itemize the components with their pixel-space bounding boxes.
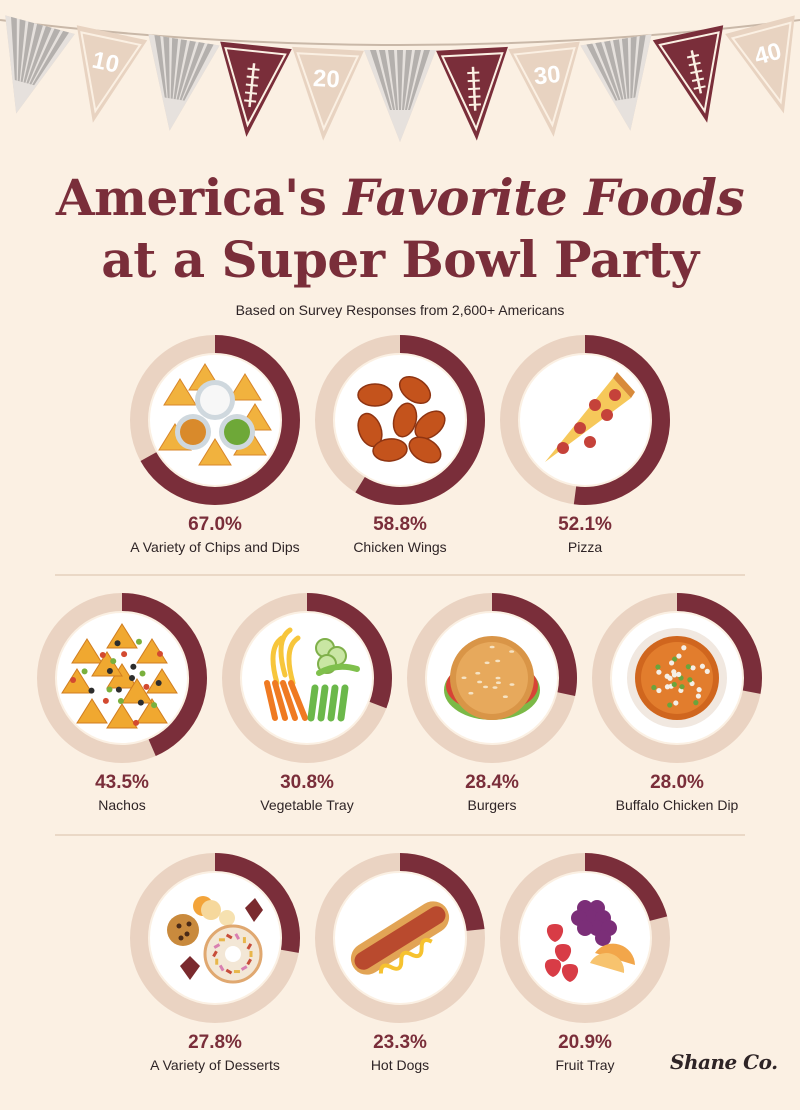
data-label-percent: 27.8% [188, 1032, 242, 1053]
chart-item-label: 20.9% Fruit Tray [485, 1032, 685, 1073]
row-divider [55, 834, 745, 836]
category-label: Nachos [98, 797, 146, 813]
data-label-percent: 20.9% [558, 1032, 612, 1053]
pennant-flag: 40 [725, 15, 795, 114]
page-title-line2: at a Super Bowl Party [101, 230, 699, 289]
pennant-flag: 10 [76, 25, 148, 123]
donut-value-arc [355, 335, 485, 505]
pennant-flag [220, 41, 292, 137]
buffalo-dip-icon [627, 628, 727, 728]
row-divider [55, 574, 745, 576]
yard-label: 10 [90, 47, 122, 79]
yard-label: 20 [312, 65, 340, 93]
chart-item-label: 28.4% Burgers [392, 772, 592, 813]
burger-icon [444, 636, 540, 720]
donut-value-arc [306, 593, 392, 709]
hot-dog-icon [350, 901, 450, 975]
donut-value-arc [214, 853, 300, 953]
pennant-flag [652, 25, 724, 123]
chart-item-label: 30.8% Vegetable Tray [207, 772, 407, 813]
pennant-flag [5, 15, 75, 114]
category-label: A Variety of Desserts [150, 1057, 280, 1073]
category-label: Buffalo Chicken Dip [615, 797, 739, 813]
donut-chart [500, 853, 670, 1023]
category-label: Burgers [467, 797, 517, 813]
donut-chart [130, 335, 300, 505]
chips-and-dips-icon [158, 363, 272, 466]
donut-value-arc [584, 853, 668, 922]
desserts-icon [167, 896, 263, 984]
donut-chart [130, 853, 300, 1023]
data-label-percent: 52.1% [558, 514, 612, 535]
data-label-percent: 67.0% [188, 514, 242, 535]
chart-item-label: 67.0% A Variety of Chips and Dips [115, 514, 315, 555]
category-label: Vegetable Tray [260, 797, 354, 813]
chart-item-label: 23.3% Hot Dogs [300, 1032, 500, 1073]
chicken-wings-icon [357, 375, 446, 464]
vegetable-tray-icon [264, 627, 360, 722]
pennant-flag [148, 34, 220, 131]
plate [242, 613, 372, 743]
data-label-percent: 23.3% [373, 1032, 427, 1053]
category-label: A Variety of Chips and Dips [130, 539, 300, 555]
yard-label: 30 [532, 61, 561, 91]
donut-value-arc [573, 335, 670, 505]
category-label: Fruit Tray [555, 1057, 615, 1073]
donut-chart [315, 335, 485, 505]
pennant-flag [364, 50, 436, 142]
donut-chart [222, 593, 392, 763]
page-title-line1: America's Favorite Foods [0, 168, 800, 227]
title-italic: Favorite Foods [343, 168, 745, 227]
donut-chart [592, 593, 762, 763]
chart-item-label: 28.0% Buffalo Chicken Dip [577, 772, 777, 813]
category-label: Pizza [567, 539, 603, 555]
data-label-percent: 30.8% [280, 772, 334, 793]
data-label-percent: 28.0% [650, 772, 704, 793]
fruit-tray-icon [544, 900, 635, 982]
donut-value-arc [140, 335, 300, 505]
plate [520, 873, 650, 1003]
shane-co-logo: Shane Co. [670, 1050, 778, 1074]
category-label: Hot Dogs [370, 1057, 430, 1073]
data-label-percent: 58.8% [373, 514, 427, 535]
pennant-flag [580, 34, 652, 131]
donut-value-arc [676, 593, 762, 694]
donut-value-arc [491, 593, 577, 697]
pennant-flag: 20 [292, 46, 364, 141]
donut-chart [37, 593, 207, 763]
category-label: Chicken Wings [353, 539, 447, 555]
chart-item-label: 52.1% Pizza [485, 514, 685, 555]
donut-chart [407, 593, 577, 763]
title-part1: America's [55, 168, 344, 227]
pennant-flag [436, 46, 508, 141]
donut-value-arc [121, 593, 207, 757]
data-label-percent: 28.4% [465, 772, 519, 793]
data-label-percent: 43.5% [95, 772, 149, 793]
pennant-banner: 10 20 30 40 [0, 15, 800, 142]
donut-chart [500, 335, 670, 505]
nachos-icon [61, 623, 178, 729]
pennant-flag: 30 [508, 41, 580, 137]
chart-item-label: 43.5% Nachos [22, 772, 222, 813]
donut-chart [315, 853, 485, 1023]
subtitle: Based on Survey Responses from 2,600+ Am… [235, 302, 565, 318]
chart-item-label: 27.8% A Variety of Desserts [115, 1032, 315, 1073]
donut-value-arc [399, 853, 485, 932]
pizza-icon [545, 372, 635, 462]
chart-item-label: 58.8% Chicken Wings [300, 514, 500, 555]
